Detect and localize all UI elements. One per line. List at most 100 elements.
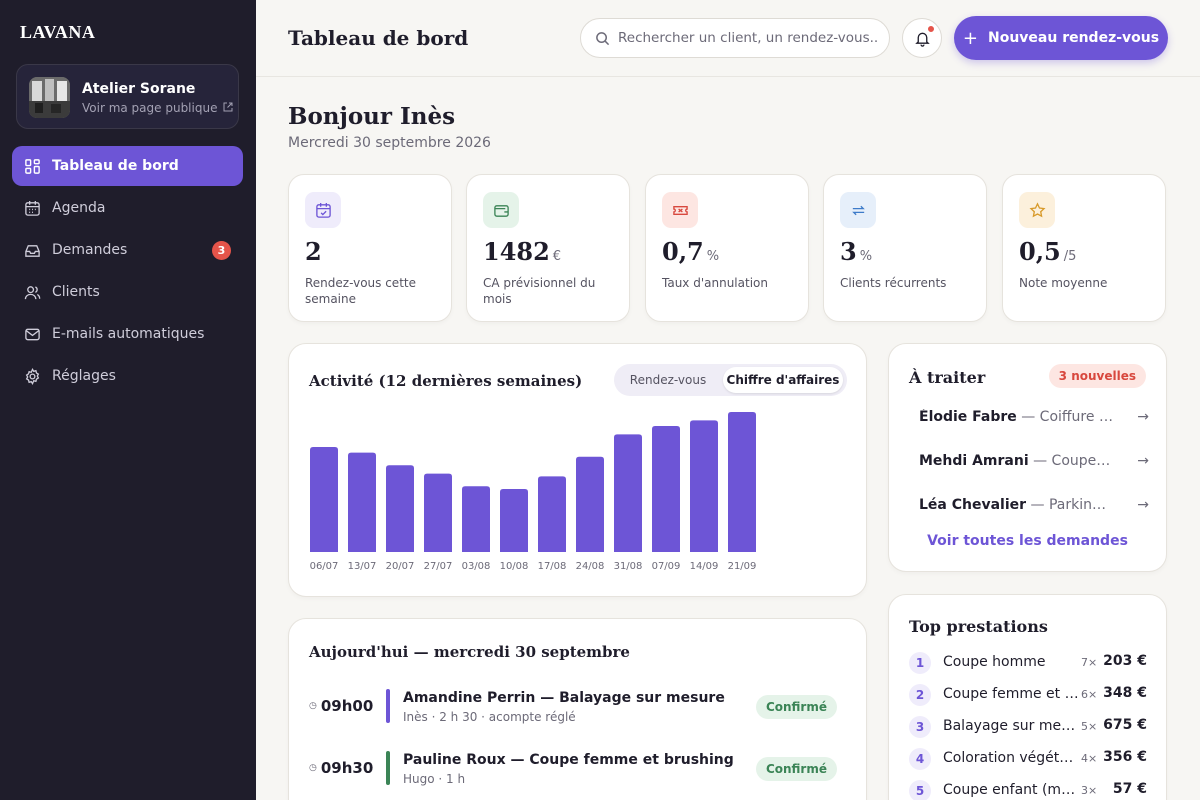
search-input[interactable] <box>618 30 878 46</box>
chart-bar[interactable] <box>310 447 338 552</box>
service-name: Coupe homme <box>943 654 1046 670</box>
activity-toggle: Rendez-vous Chiffre d'affaires <box>614 364 847 396</box>
service-count: 5× <box>1081 720 1098 733</box>
toggle-revenue[interactable]: Chiffre d'affaires <box>723 367 843 393</box>
chart-x-tick-label: 03/08 <box>462 561 491 572</box>
appointment-details: Hugo · 1 h <box>403 772 466 786</box>
see-all-requests-link[interactable]: Voir toutes les demandes <box>927 533 1128 549</box>
sidebar-item-dashboard[interactable]: Tableau de bord <box>12 146 243 186</box>
chart-bar[interactable] <box>728 412 756 552</box>
sidebar-item-clients[interactable]: Clients <box>12 272 243 312</box>
notifications-button[interactable] <box>902 18 942 58</box>
chart-bar[interactable] <box>462 486 490 552</box>
calendar-check-icon <box>305 192 341 228</box>
service-row[interactable]: 4 Coloration végétale 4× 356 € <box>909 746 1147 772</box>
current-date: Mercredi 30 septembre 2026 <box>288 135 491 151</box>
sidebar-item-label: Réglages <box>52 368 116 384</box>
repeat-icon <box>840 192 876 228</box>
appointment-time: ◷ 09h30 <box>309 759 374 777</box>
service-name: Coupe enfant (moins de 10 ans) <box>943 782 1079 798</box>
users-icon <box>24 285 41 299</box>
request-detail: — Coiffure de mariage <box>1021 409 1114 425</box>
chart-x-tick-label: 27/07 <box>424 561 453 572</box>
service-row[interactable]: 2 Coupe femme et brushing 6× 348 € <box>909 682 1147 708</box>
service-row[interactable]: 5 Coupe enfant (moins de 10 ans) 3× 57 € <box>909 778 1147 800</box>
requests-title: À traiter <box>909 368 986 387</box>
chart-bar[interactable] <box>348 452 376 552</box>
calendar-icon <box>25 200 40 216</box>
sidebar-item-label: Demandes <box>52 242 128 258</box>
chart-bar[interactable] <box>652 426 680 552</box>
studio-card[interactable]: Atelier Sorane Voir ma page publique <box>16 64 239 129</box>
sidebar-item-emails[interactable]: E-mails automatiques <box>12 314 243 354</box>
top-services-title: Top prestations <box>909 617 1048 636</box>
notification-dot <box>927 25 935 33</box>
sidebar-item-settings[interactable]: Réglages <box>12 356 243 396</box>
inbox-icon <box>25 244 40 257</box>
page-title: Tableau de bord <box>288 26 469 50</box>
request-client-name: Élodie Fabre <box>919 409 1017 425</box>
status-badge: Confirmé <box>755 757 837 781</box>
activity-card: Activité (12 dernières semaines) Rendez-… <box>288 343 867 597</box>
appointment-details: Inès · 2 h 30 · acompte réglé <box>403 710 576 724</box>
chart-bar[interactable] <box>538 476 566 552</box>
chart-x-tick-label: 10/08 <box>500 561 529 572</box>
appointment-title: Pauline Roux — Coupe femme et brushing <box>403 752 734 768</box>
chart-x-tick-label: 20/07 <box>386 561 415 572</box>
search-bar[interactable] <box>580 18 890 58</box>
studio-avatar <box>29 77 70 118</box>
service-rank: 2 <box>909 684 931 706</box>
plus-icon: + <box>962 27 978 49</box>
sidebar-item-requests[interactable]: Demandes 3 <box>12 230 243 270</box>
chart-x-tick-label: 31/08 <box>614 561 643 572</box>
ticket-x-icon <box>662 192 698 228</box>
request-item[interactable]: Élodie Fabre — Coiffure de mariage → <box>919 409 1149 425</box>
stat-label: CA prévisionnel du mois <box>483 276 596 306</box>
activity-bar-chart: 06/07 13/07 20/07 27/07 03/08 10/08 17/08 24/08… <box>310 412 756 572</box>
service-amount: 675 € <box>1103 717 1147 733</box>
dashboard-icon <box>25 158 40 174</box>
appointment-row[interactable]: ◷ 09h00 Amandine Perrin — Balayage sur me… <box>309 685 839 729</box>
external-link-icon <box>223 102 233 112</box>
sidebar-nav: Tableau de bord Agenda Demandes 3 Client… <box>12 146 243 398</box>
top-services-card: Top prestations 1 Coupe homme 7× 203 € 2… <box>888 594 1167 800</box>
requests-card: À traiter 3 nouvelles Élodie Fabre — Coi… <box>888 343 1167 572</box>
service-amount: 356 € <box>1103 749 1147 765</box>
chart-bar[interactable] <box>690 420 718 552</box>
service-amount: 57 € <box>1112 781 1147 797</box>
stat-label: Clients récurrents <box>840 276 947 290</box>
chart-bar[interactable] <box>386 465 414 552</box>
status-badge: Confirmé <box>755 695 837 719</box>
public-page-link[interactable]: Voir ma page publique <box>82 101 233 115</box>
chart-x-tick-label: 24/08 <box>576 561 605 572</box>
appointment-row[interactable]: ◷ 09h30 Pauline Roux — Coupe femme et bru… <box>309 747 839 791</box>
clock-icon: ◷ <box>309 701 317 711</box>
chart-bar[interactable] <box>614 434 642 552</box>
request-item[interactable]: Léa Chevalier — Parking à proximité ? → <box>919 497 1149 513</box>
gear-icon <box>25 367 40 385</box>
wallet-icon <box>483 192 519 228</box>
star-icon <box>1019 192 1055 228</box>
service-row[interactable]: 1 Coupe homme 7× 203 € <box>909 650 1147 676</box>
chart-bar[interactable] <box>424 473 452 552</box>
stat-value: 3% <box>840 237 873 266</box>
service-count: 4× <box>1081 752 1098 765</box>
sidebar-item-label: Clients <box>52 284 100 300</box>
service-row[interactable]: 3 Balayage sur mesure 5× 675 € <box>909 714 1147 740</box>
service-count: 7× <box>1081 656 1098 669</box>
activity-title: Activité (12 dernières semaines) <box>309 372 583 390</box>
request-item[interactable]: Mehdi Amrani — Coupe homme → <box>919 453 1149 469</box>
sidebar-item-agenda[interactable]: Agenda <box>12 188 243 228</box>
brand-logo[interactable]: LAVANA <box>20 22 96 42</box>
chart-x-tick-label: 06/07 <box>310 561 339 572</box>
new-appointment-button[interactable]: + Nouveau rendez-vous <box>954 16 1168 60</box>
chart-bar[interactable] <box>500 489 528 552</box>
request-detail: — Coupe homme <box>1033 453 1114 469</box>
toggle-appointments[interactable]: Rendez-vous <box>629 373 707 387</box>
service-amount: 203 € <box>1103 653 1147 669</box>
stat-label: Note moyenne <box>1019 276 1108 290</box>
service-amount: 348 € <box>1103 685 1147 701</box>
chart-x-tick-label: 13/07 <box>348 561 377 572</box>
chart-bar[interactable] <box>576 456 604 552</box>
arrow-right-icon: → <box>1137 453 1149 469</box>
